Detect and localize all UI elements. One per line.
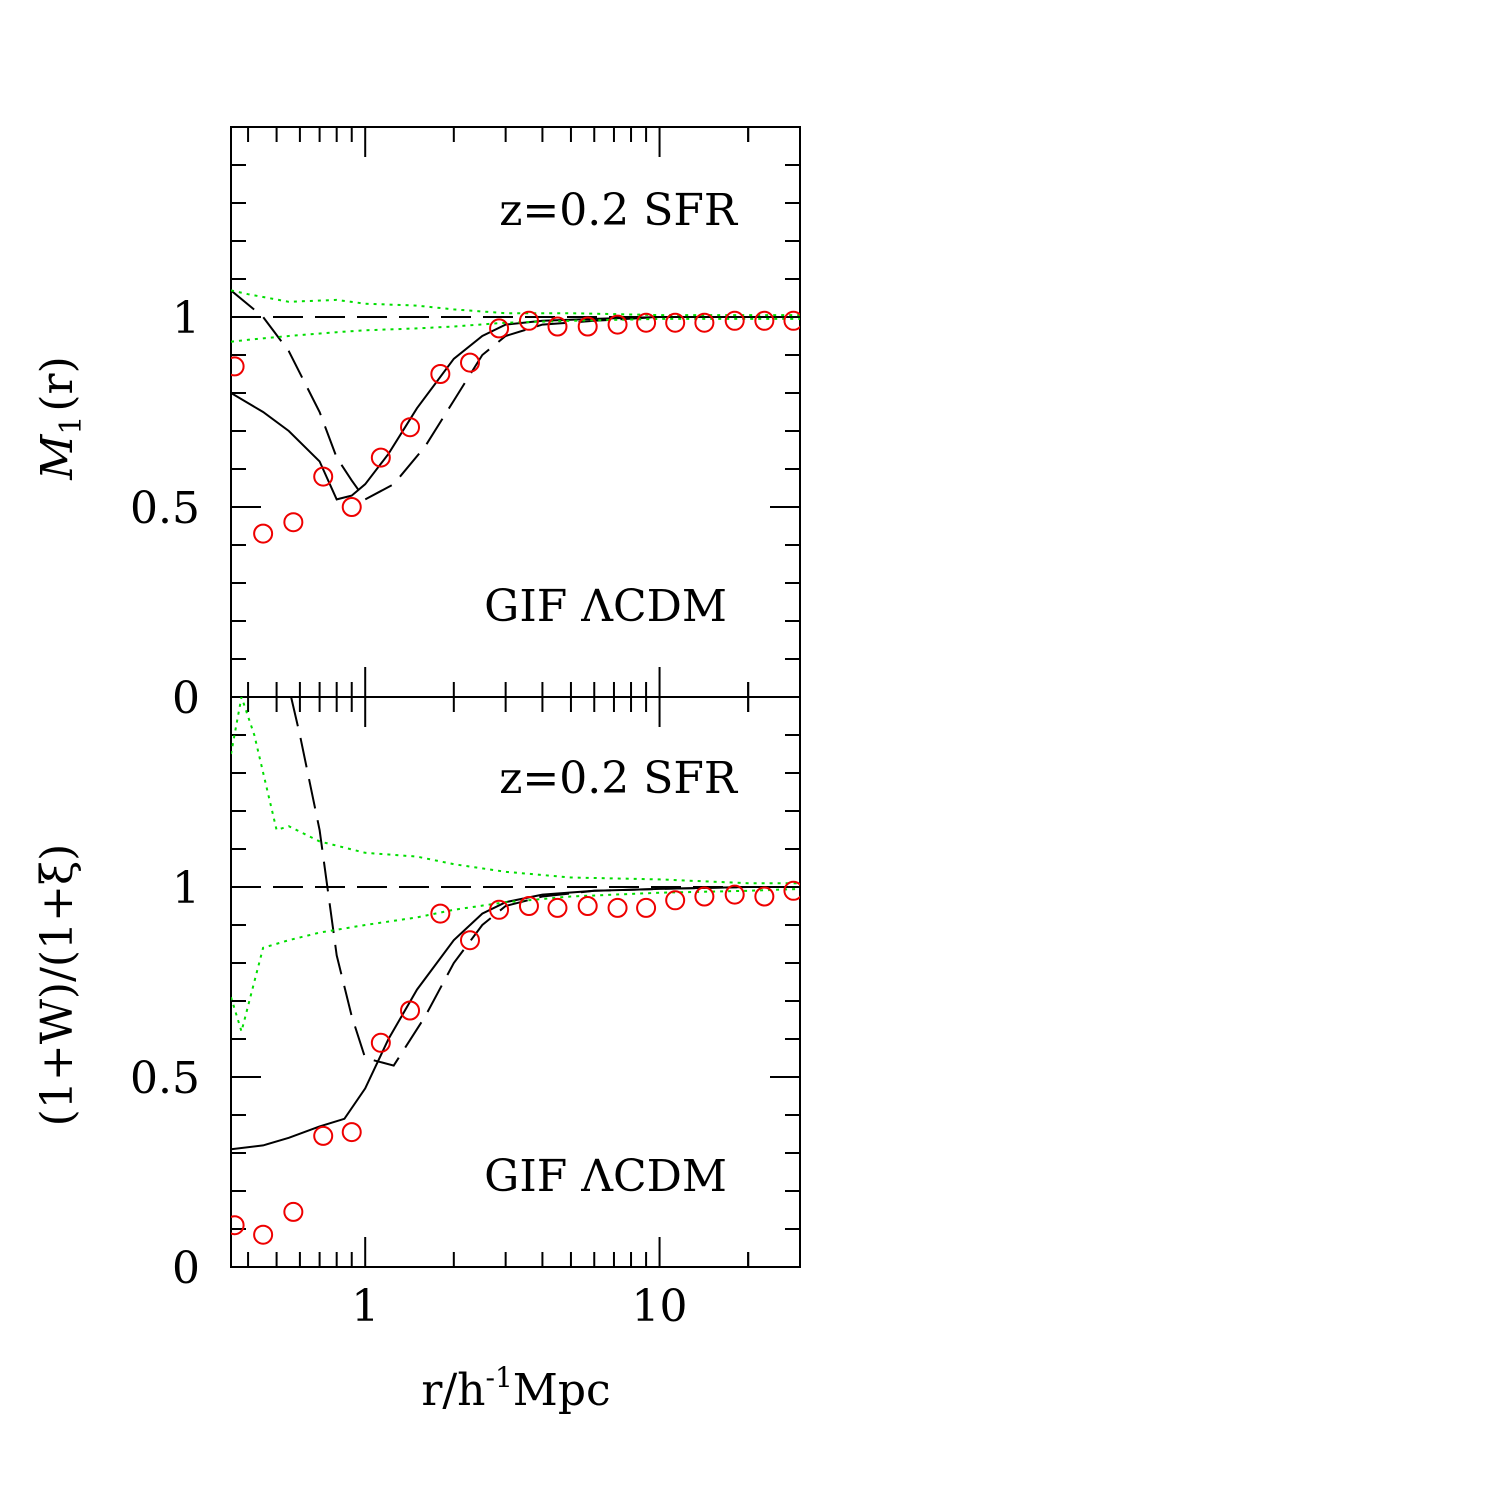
bottom-measurement-point bbox=[665, 890, 686, 911]
bottom-upper-envelope-line bbox=[231, 697, 800, 885]
bottom-measurement-point bbox=[370, 1032, 391, 1053]
bottom-x-tick-labels: 1 10 bbox=[351, 1281, 687, 1332]
top-measurement-point bbox=[400, 417, 421, 438]
bottom-y-tick-label: 0 bbox=[172, 1243, 200, 1294]
bottom-ticks bbox=[231, 696, 801, 1268]
bottom-annotation-redshift: z=0.2 SFR bbox=[499, 753, 739, 804]
bottom-measurement-point bbox=[430, 903, 451, 924]
bottom-lower-envelope-line bbox=[231, 887, 800, 1036]
bottom-measurement-point bbox=[460, 930, 481, 951]
top-measurement-point bbox=[694, 312, 715, 333]
bottom-measurement-point bbox=[547, 897, 568, 918]
top-measurement-point bbox=[283, 512, 304, 533]
top-solid-model-line bbox=[231, 316, 800, 501]
bottom-annotation-model: GIF ΛCDM bbox=[484, 1151, 727, 1202]
top-panel: 00.51 z=0.2 SFR GIF ΛCDM M1(r) bbox=[32, 126, 801, 724]
bottom-y-axis-title: (1+W)/(1+ξ) bbox=[32, 844, 83, 1127]
top-measurement-point bbox=[665, 312, 686, 333]
top-y-tick-label: 1 bbox=[172, 293, 200, 344]
bottom-y-tick-label: 1 bbox=[172, 863, 200, 914]
top-y-tick-label: 0 bbox=[172, 673, 200, 724]
bottom-measurement-point bbox=[518, 896, 539, 916]
top-measurement-point bbox=[783, 310, 800, 331]
bottom-y-tick-label: 0.5 bbox=[130, 1053, 200, 1104]
bottom-plot-area bbox=[231, 697, 800, 1245]
bottom-x-tick-label: 10 bbox=[632, 1281, 688, 1332]
bottom-measurement-point bbox=[636, 897, 657, 918]
bottom-measurement-point bbox=[754, 886, 775, 907]
top-measurement-point bbox=[577, 316, 598, 337]
top-measurement-point bbox=[547, 316, 568, 337]
top-measurement-point bbox=[460, 352, 481, 373]
top-measurement-point bbox=[253, 523, 274, 544]
bottom-x-tick-label: 1 bbox=[351, 1281, 379, 1332]
bottom-measurement-point bbox=[313, 1125, 334, 1146]
top-y-axis-title-sub: 1 bbox=[54, 416, 89, 435]
top-measurement-point bbox=[370, 447, 391, 468]
top-y-axis-title-rest: (r) bbox=[32, 356, 83, 411]
top-measurement-point bbox=[489, 318, 510, 339]
top-measurement-point bbox=[313, 466, 334, 487]
top-annotation-redshift: z=0.2 SFR bbox=[499, 185, 739, 236]
top-measurement-point bbox=[231, 356, 245, 377]
x-axis-title-sup: -1 bbox=[486, 1361, 513, 1394]
top-y-tick-labels: 00.51 bbox=[130, 293, 200, 724]
bottom-measurement-point bbox=[400, 1000, 421, 1021]
bottom-measurement-point bbox=[231, 1215, 245, 1236]
top-measurement-point bbox=[607, 314, 628, 335]
top-plot-area bbox=[231, 289, 800, 544]
bottom-measurement-point bbox=[607, 897, 628, 918]
top-measurement-point bbox=[430, 364, 451, 384]
bottom-measurement-point bbox=[577, 896, 598, 916]
top-measurement-point bbox=[341, 497, 362, 517]
top-measurement-point bbox=[518, 310, 539, 331]
bottom-series bbox=[231, 697, 800, 1245]
top-measurement-point bbox=[636, 312, 657, 333]
x-axis-title: r/h-1Mpc bbox=[421, 1361, 610, 1416]
top-annotation-model: GIF ΛCDM bbox=[484, 581, 727, 632]
top-y-axis-title-main: M bbox=[32, 434, 83, 481]
bottom-y-tick-labels: 00.51 bbox=[130, 863, 200, 1294]
bottom-measurement-point bbox=[341, 1122, 362, 1143]
bottom-dashed-model-line bbox=[290, 697, 800, 1067]
bottom-panel: 00.51 1 10 z=0.2 SFR GIF ΛCDM (1+W)/(1+ξ)… bbox=[32, 696, 801, 1416]
bottom-measurement-point bbox=[283, 1201, 304, 1222]
top-y-axis-title: M1 (r) bbox=[32, 356, 89, 481]
bottom-measurement-point bbox=[783, 880, 800, 901]
x-axis-title-main: r/h bbox=[421, 1365, 485, 1416]
bottom-plot-frame bbox=[230, 696, 801, 1268]
top-measurement-point bbox=[754, 310, 775, 331]
top-y-tick-label: 0.5 bbox=[130, 483, 200, 534]
bottom-measurement-point bbox=[694, 886, 715, 907]
top-dashed-model-line bbox=[231, 289, 800, 501]
x-axis-title-rest: Mpc bbox=[513, 1365, 611, 1416]
top-measurement-point bbox=[724, 310, 745, 331]
bottom-measurement-point bbox=[724, 884, 745, 905]
top-series bbox=[231, 289, 800, 544]
bottom-measurement-point bbox=[253, 1224, 274, 1245]
bottom-measurement-point bbox=[489, 899, 510, 920]
